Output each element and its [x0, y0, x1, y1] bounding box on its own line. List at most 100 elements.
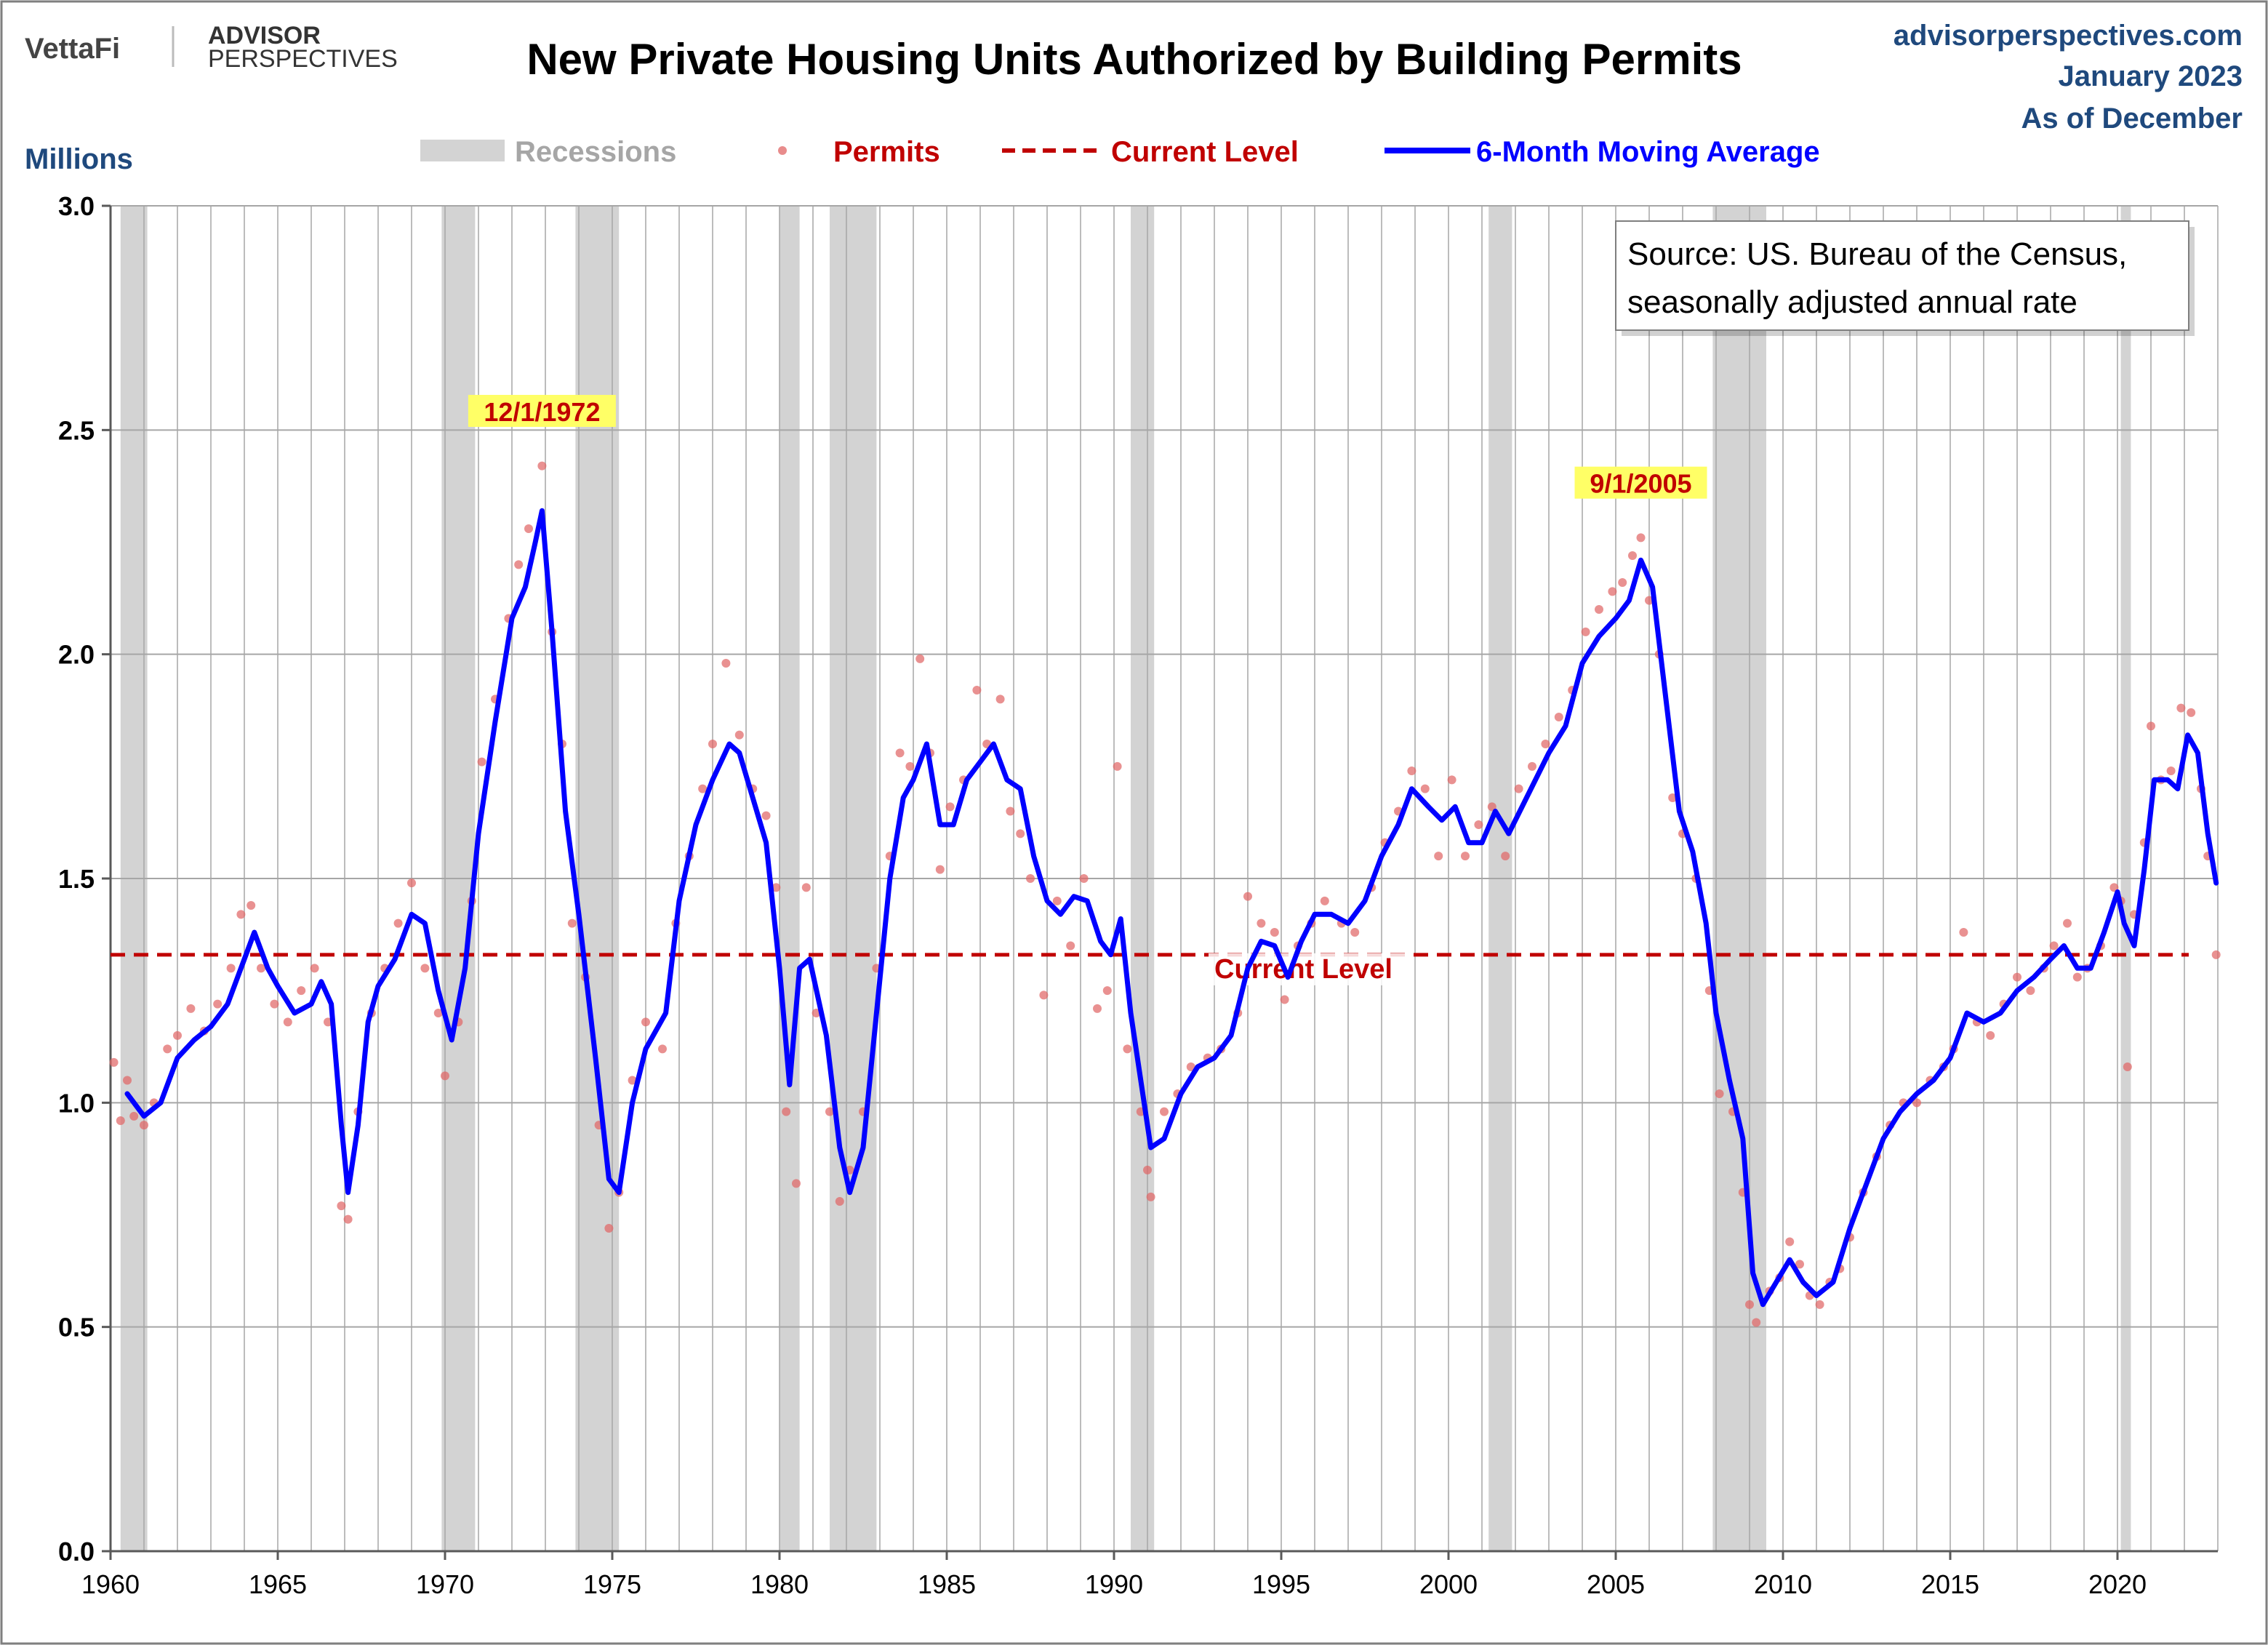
permit-point [310, 964, 319, 973]
peak-label: 12/1/1972 [484, 397, 600, 427]
x-tick-label: 2000 [1419, 1569, 1478, 1599]
moving-average-series [124, 508, 2219, 1308]
as-of-note: As of December [2021, 103, 2243, 135]
permit-point [2072, 972, 2082, 982]
permit-point [407, 878, 416, 888]
permit-point [1608, 587, 1617, 596]
permit-point [628, 1076, 637, 1085]
permit-point [825, 1107, 834, 1116]
brand-advisor: ADVISOR [208, 22, 321, 49]
permit-point [1715, 1089, 1724, 1098]
permit-point [1636, 533, 1646, 543]
permit-point [1912, 1098, 1921, 1108]
permit-point [1113, 761, 1122, 771]
permit-point [1528, 761, 1536, 771]
y-tick-label: 0.5 [58, 1313, 95, 1342]
permit-point [1474, 820, 1483, 829]
y-tick-label: 3.0 [58, 191, 95, 221]
permit-point [236, 910, 246, 919]
source-line-2: seasonally adjusted annual rate [1627, 284, 2077, 320]
chart-title: New Private Housing Units Authorized by … [526, 35, 1742, 84]
y-tick-label: 1.5 [58, 864, 95, 894]
permit-point [1668, 793, 1678, 802]
peak-label: 9/1/2005 [1590, 469, 1691, 499]
permit-point [2187, 708, 2196, 717]
permit-point [1785, 1237, 1795, 1246]
x-tick-label: 2020 [2088, 1569, 2147, 1599]
permit-point [801, 883, 811, 892]
peak-label-bg [1574, 466, 1707, 499]
permit-point [433, 1009, 443, 1017]
permit-point [1434, 852, 1443, 861]
permit-point [972, 686, 982, 695]
x-tick-label: 1980 [750, 1569, 809, 1599]
legend-permits: Permits [833, 136, 940, 168]
x-tick-label: 2005 [1587, 1569, 1645, 1599]
permit-point [915, 654, 925, 663]
legend-current-level: Current Level [1111, 136, 1299, 168]
permit-point [1102, 986, 1112, 996]
permit-point [2026, 986, 2035, 996]
permit-point [2063, 918, 2072, 928]
permit-point [1501, 852, 1510, 861]
permit-point [1959, 928, 1968, 937]
permit-point [393, 918, 403, 928]
permit-point [734, 730, 744, 740]
permit-point [1514, 784, 1523, 793]
permit-point [1146, 1192, 1155, 1201]
permit-point [1447, 775, 1456, 785]
legend-recessions-swatch [420, 140, 505, 161]
permit-point [604, 1224, 614, 1233]
permit-point [1350, 928, 1360, 937]
y-tick-label: 1.0 [58, 1088, 95, 1118]
permit-point [116, 1116, 125, 1125]
legend-moving-average: 6-Month Moving Average [1476, 136, 1820, 168]
permit-point [297, 986, 306, 996]
x-tick-label: 1960 [81, 1569, 140, 1599]
permit-point [1243, 892, 1252, 901]
permit-point [1420, 784, 1430, 793]
site-url: advisorperspectives.com [1894, 20, 2243, 52]
permit-point [1487, 802, 1496, 812]
x-tick-label: 1995 [1252, 1569, 1310, 1599]
permit-point [761, 811, 771, 820]
x-tick-label: 2015 [1921, 1569, 1979, 1599]
brand-perspectives: PERSPECTIVES [208, 45, 398, 73]
permit-point [567, 918, 577, 928]
permit-point [935, 865, 945, 874]
permit-point [995, 695, 1005, 704]
permit-point [792, 1179, 801, 1188]
permit-point [641, 1017, 650, 1027]
permit-point [835, 1197, 844, 1206]
permit-point [2123, 1062, 2132, 1071]
source-line-1: Source: US. Bureau of the Census, [1627, 236, 2127, 272]
legend-permits-swatch [778, 146, 787, 155]
permit-point [1026, 874, 1035, 883]
permit-point [140, 1121, 148, 1130]
x-tick-label: 1975 [583, 1569, 641, 1599]
permit-point [2176, 703, 2186, 713]
permit-point [1160, 1107, 1169, 1116]
permit-point [514, 560, 524, 569]
axes: 0.0 0.5 1.0 1.5 2.0 2.5 3.0 1960 1965 1970 1975 198… [58, 191, 2218, 1599]
permit-point [2166, 767, 2176, 775]
x-tick-label: 1965 [249, 1569, 307, 1599]
permit-point [1541, 740, 1550, 748]
permit-point [337, 1201, 346, 1211]
permit-point [163, 1044, 172, 1054]
report-date: January 2023 [2058, 60, 2243, 92]
permit-point [226, 964, 236, 973]
permit-point [1052, 896, 1062, 905]
annotations: 12/1/1972 9/1/2005 [468, 395, 1707, 499]
permit-point [1618, 578, 1627, 587]
permit-point [1986, 1030, 1995, 1040]
y-tick-label: 0.0 [58, 1537, 95, 1566]
permit-point [247, 901, 256, 910]
permit-point [441, 1071, 449, 1081]
permit-point [772, 883, 781, 892]
permit-point [270, 999, 279, 1009]
source-box: Source: US. Bureau of the Census, season… [1615, 220, 2195, 336]
permit-point [2109, 883, 2119, 892]
permit-point [1628, 551, 1637, 560]
permit-point [1066, 941, 1075, 950]
